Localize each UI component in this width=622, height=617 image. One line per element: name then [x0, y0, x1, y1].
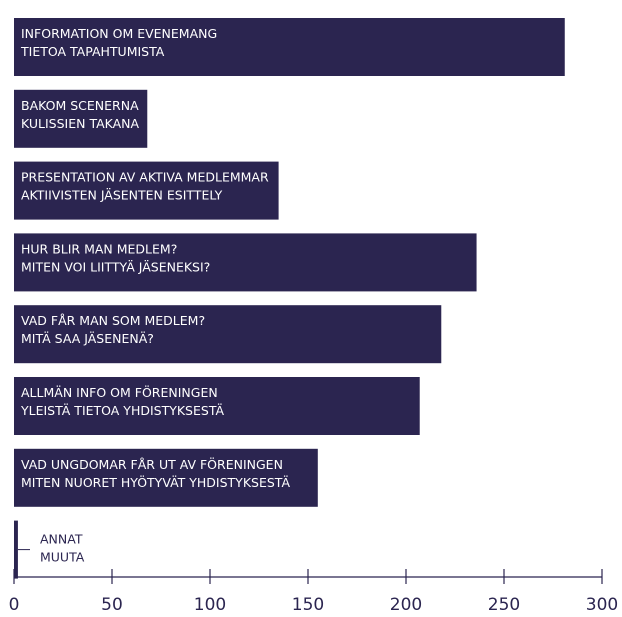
x-tick-label-0: 0 [9, 595, 20, 615]
bar-5 [14, 377, 420, 435]
x-tick-label-4: 200 [390, 595, 422, 615]
bar-label-1-line-1: KULISSIEN TAKANA [21, 116, 140, 131]
bar-1 [14, 89, 148, 148]
x-tick-label-2: 100 [194, 595, 226, 615]
bar-0 [14, 18, 565, 76]
bar-label-0-line-0: INFORMATION OM EVENEMANG [21, 26, 217, 41]
bar-2 [14, 161, 279, 220]
bar-6 [14, 448, 318, 507]
x-axis: 0 50 100 150 200 250 300 [9, 569, 618, 615]
bar-label-4-line-0: VAD FÅR MAN SOM MEDLEM? [21, 313, 205, 328]
x-tick-label-5: 250 [488, 595, 520, 615]
bar-4 [14, 305, 442, 364]
bar-label-6-line-1: MITEN NUORET HYÖTYVÄT YHDISTYKSESTÄ [21, 474, 290, 490]
bar-3 [14, 233, 477, 292]
bar-label-2-line-0: PRESENTATION AV AKTIVA MEDLEMMAR [21, 170, 269, 185]
bar-label-3-line-1: MITEN VOI LIITTYÄ JÄSENEKSI? [21, 259, 210, 274]
bar-label-6-line-0: VAD UNGDOMAR FÅR UT AV FÖRENINGEN [21, 456, 283, 472]
bar-label-1-line-0: BAKOM SCENERNA [21, 98, 139, 113]
bar-label-3-line-0: HUR BLIR MAN MEDLEM? [21, 241, 177, 256]
bar-label-7-line-1: MUUTA [40, 550, 85, 565]
x-tick-label-6: 300 [586, 595, 618, 615]
bar-label-5-line-1: YLEISTÄ TIETOA YHDISTYKSESTÄ [20, 403, 224, 418]
bar-label-7-line-0: ANNAT [40, 532, 83, 547]
bar-label-4-line-1: MITÄ SAA JÄSENENÄ? [21, 331, 154, 346]
bar-label-0-line-1: TIETOA TAPAHTUMISTA [20, 44, 165, 59]
bars-group: INFORMATION OM EVENEMANG TIETOA TAPAHTUMI… [14, 18, 565, 579]
x-tick-label-3: 150 [292, 595, 324, 615]
bar-7 [14, 520, 18, 579]
bar-label-5-line-0: ALLMÄN INFO OM FÖRENINGEN [21, 384, 218, 400]
x-tick-label-1: 50 [101, 595, 123, 615]
bar-label-2-line-1: AKTIIVISTEN JÄSENTEN ESITTELY [21, 188, 223, 203]
